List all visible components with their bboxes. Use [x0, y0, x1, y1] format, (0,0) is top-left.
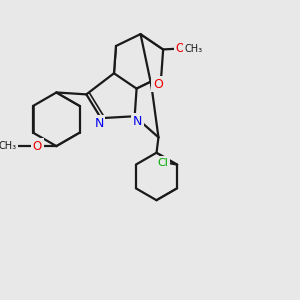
Text: CH₃: CH₃	[185, 44, 203, 54]
Text: O: O	[33, 140, 42, 153]
Text: O: O	[153, 78, 163, 91]
Text: CH₃: CH₃	[0, 141, 16, 151]
Text: N: N	[133, 115, 142, 128]
Text: Cl: Cl	[157, 158, 168, 168]
Text: O: O	[176, 42, 185, 55]
Text: N: N	[94, 117, 104, 130]
